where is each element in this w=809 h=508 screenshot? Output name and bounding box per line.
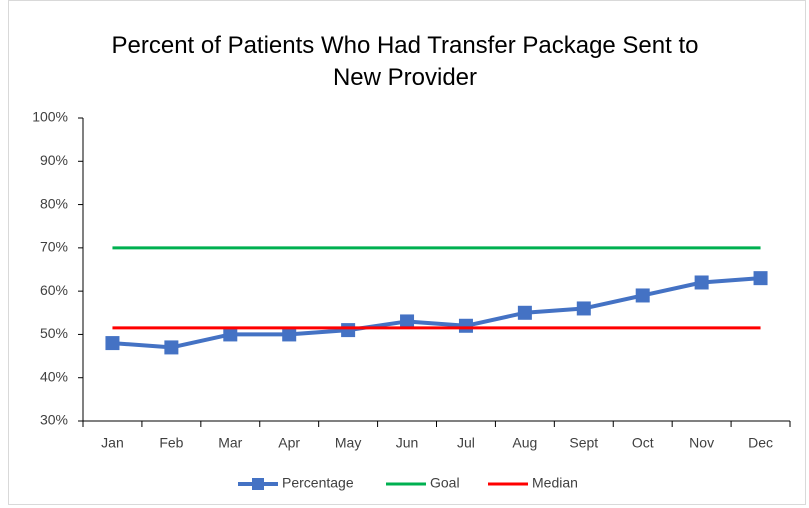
x-tick-label: May — [335, 435, 361, 451]
x-tick-label: Nov — [689, 435, 714, 451]
point-marker — [164, 340, 179, 355]
x-tick-label: Sept — [569, 435, 598, 451]
point-marker — [753, 271, 768, 286]
point-marker — [400, 314, 415, 329]
x-tick-label: Mar — [218, 435, 242, 451]
point-marker — [576, 301, 591, 316]
y-tick-label: 40% — [40, 368, 68, 384]
point-marker — [635, 288, 650, 303]
x-tick-label: Jul — [457, 435, 475, 451]
x-tick-label: Apr — [278, 435, 300, 451]
chart-title: Percent of Patients Who Had Transfer Pac… — [111, 32, 699, 91]
point-marker — [282, 327, 297, 342]
point-marker — [105, 336, 120, 351]
x-tick-label: Jun — [396, 435, 419, 451]
y-tick-label: 70% — [40, 239, 68, 255]
x-tick-label: Dec — [748, 435, 773, 451]
chart-frame — [8, 0, 806, 505]
series-line — [112, 276, 761, 350]
point-marker — [458, 318, 473, 333]
legend-marker — [252, 478, 264, 490]
x-tick-label: Feb — [159, 435, 183, 451]
y-tick-label: 90% — [40, 152, 68, 168]
legend-label: Goal — [430, 475, 460, 491]
point-marker — [517, 305, 532, 320]
point-marker — [223, 327, 238, 342]
y-tick-label: 100% — [32, 109, 68, 125]
point-marker — [694, 275, 709, 290]
x-tick-label: Oct — [632, 435, 654, 451]
point-marker — [341, 323, 356, 338]
x-tick-label: Jan — [101, 435, 124, 451]
legend-label: Median — [532, 475, 578, 491]
legend-label: Percentage — [282, 475, 354, 491]
y-tick-label: 30% — [40, 412, 68, 428]
y-tick-label: 80% — [40, 195, 68, 211]
y-tick-label: 60% — [40, 282, 68, 298]
x-tick-label: Aug — [512, 435, 537, 451]
y-tick-label: 50% — [40, 325, 68, 341]
